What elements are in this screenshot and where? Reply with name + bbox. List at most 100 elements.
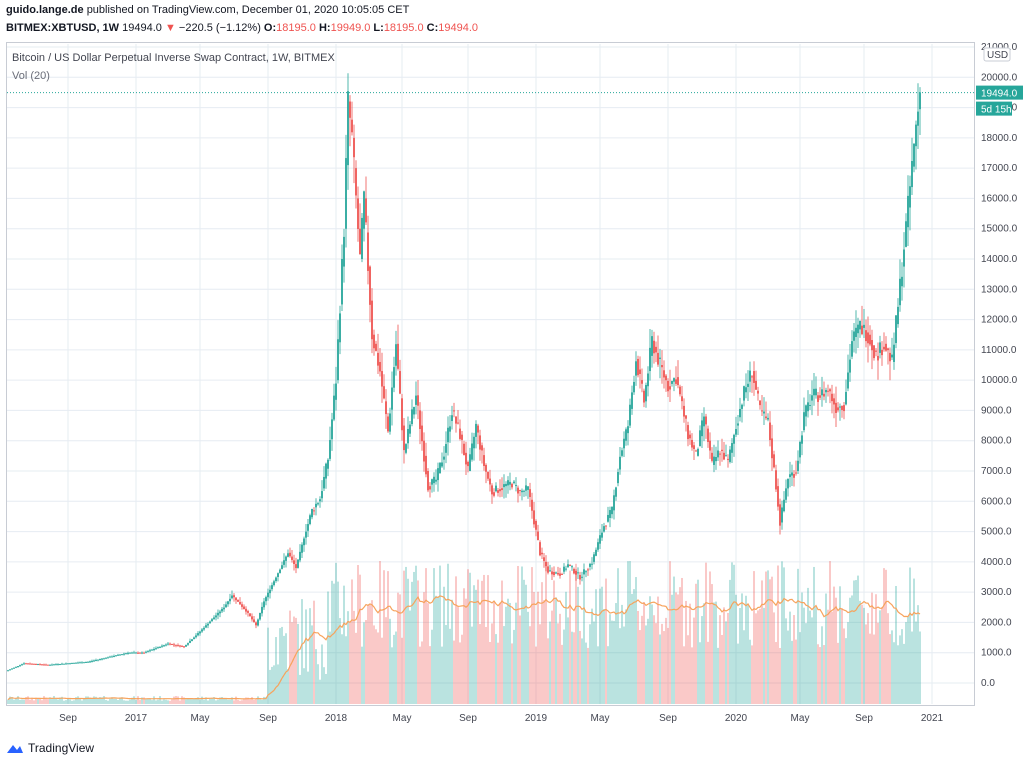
- volume-bar: [475, 589, 477, 704]
- volume-bar: [627, 561, 629, 704]
- volume-bar: [781, 561, 783, 704]
- volume-bar: [373, 625, 375, 704]
- candle-body: [617, 472, 619, 484]
- publisher-name[interactable]: guido.lange.de: [6, 4, 84, 16]
- grid-lines: [7, 44, 974, 704]
- candle-body: [221, 608, 223, 612]
- volume-bar: [69, 699, 71, 704]
- volume-bar: [833, 586, 835, 704]
- volume-bar: [257, 696, 259, 704]
- volume-bar: [559, 613, 561, 704]
- volume-bar: [821, 626, 823, 704]
- volume-bar: [221, 697, 223, 704]
- volume-bar: [409, 610, 411, 704]
- volume-bar: [675, 592, 677, 704]
- volume-bar: [17, 696, 19, 704]
- time-tick-label: 2019: [525, 713, 548, 724]
- volume-bar: [693, 617, 695, 704]
- volume-bar: [473, 585, 475, 704]
- footer-brand[interactable]: TradingView: [6, 741, 94, 755]
- candle-body: [729, 449, 731, 462]
- candle-body: [865, 330, 867, 342]
- candle-body: [151, 649, 153, 651]
- candle-body: [785, 488, 787, 500]
- volume-bar: [283, 635, 285, 704]
- symbol-label[interactable]: BITMEX:XBTUSD, 1W: [6, 22, 120, 34]
- volume-bar: [463, 588, 465, 704]
- volume-bar: [339, 618, 341, 704]
- candle-body: [689, 434, 691, 439]
- volume-bar: [59, 697, 61, 704]
- volume-bar: [129, 699, 131, 704]
- candle-body: [343, 236, 345, 267]
- volume-bar: [705, 562, 707, 704]
- volume-bar: [35, 697, 37, 704]
- candle-body: [569, 564, 571, 566]
- volume-bar: [277, 664, 279, 704]
- volume-bar: [407, 578, 409, 704]
- candle-body: [861, 325, 863, 335]
- volume-bar: [497, 642, 499, 704]
- candle-body: [125, 653, 127, 655]
- volume-bar: [109, 698, 111, 704]
- volume-bar: [495, 634, 497, 704]
- volume-bar: [703, 603, 705, 704]
- time-tick-label: Sep: [59, 713, 77, 724]
- candle-body: [783, 499, 785, 512]
- volume-bar: [365, 620, 367, 704]
- volume-bar: [97, 698, 99, 704]
- candle-body: [561, 573, 563, 575]
- volume-bar: [67, 698, 69, 704]
- volume-bar: [389, 618, 391, 704]
- volume-bar: [375, 629, 377, 704]
- candle-body: [777, 486, 779, 507]
- volume-bar: [801, 592, 803, 704]
- candle-body: [271, 585, 273, 590]
- candle-body: [365, 198, 367, 223]
- candle-body: [99, 659, 101, 661]
- volume-bar: [313, 600, 315, 704]
- volume-bar: [715, 601, 717, 704]
- candle-body: [829, 389, 831, 392]
- volume-bar: [525, 584, 527, 704]
- candle-body: [841, 405, 843, 410]
- candle-body: [265, 597, 267, 602]
- volume-bar: [127, 700, 129, 704]
- volume-bar: [767, 570, 769, 704]
- candle-body: [23, 663, 25, 665]
- volume-bar: [403, 570, 405, 704]
- volume-bar: [197, 697, 199, 704]
- volume-bar: [225, 698, 227, 704]
- candle-body: [35, 663, 37, 665]
- candle-body: [659, 357, 661, 359]
- volume-bar: [573, 632, 575, 704]
- volume-bar: [385, 617, 387, 704]
- open-value: 18195.0: [276, 22, 316, 34]
- volume-bar: [223, 697, 225, 704]
- volume-bar: [759, 608, 761, 704]
- volume-legend: Vol (20): [12, 70, 50, 82]
- volume-bar: [195, 698, 197, 704]
- volume-bar: [809, 610, 811, 704]
- volume-bar: [119, 698, 121, 704]
- volume-bar: [871, 592, 873, 704]
- volume-bar: [875, 594, 877, 704]
- volume-bar: [161, 700, 163, 704]
- volume-bar: [595, 589, 597, 704]
- candle-body: [297, 559, 299, 568]
- candle-body: [725, 455, 727, 457]
- volume-bar: [555, 597, 557, 704]
- candle-body: [191, 639, 193, 641]
- candle-body: [395, 344, 397, 366]
- candle-body: [85, 661, 87, 663]
- candle-body: [357, 198, 359, 229]
- candle-body: [867, 332, 869, 344]
- volume-bar: [835, 597, 837, 704]
- volume-bar: [143, 697, 145, 704]
- candle-body: [187, 643, 189, 645]
- volume-bar: [191, 699, 193, 704]
- candle-body: [667, 380, 669, 392]
- candle-body: [497, 490, 499, 493]
- candle-body: [25, 663, 27, 665]
